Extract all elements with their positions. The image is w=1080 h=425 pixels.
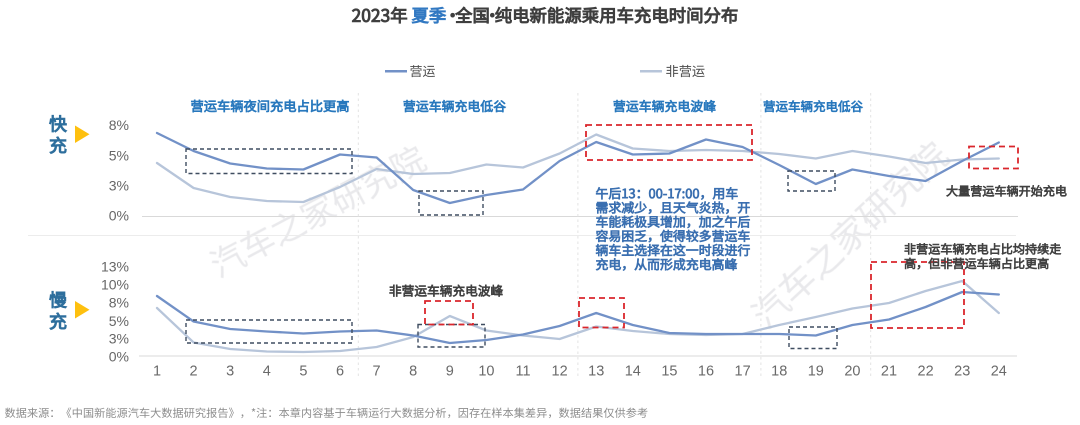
svg-text:16: 16 (698, 364, 714, 380)
svg-text:20: 20 (844, 364, 860, 380)
svg-text:3%: 3% (109, 330, 129, 346)
svg-text:8%: 8% (109, 117, 129, 133)
svg-text:10: 10 (478, 364, 494, 380)
svg-text:6: 6 (336, 364, 344, 380)
svg-text:17: 17 (735, 364, 751, 380)
svg-text:12: 12 (552, 364, 568, 380)
svg-text:9: 9 (446, 364, 454, 380)
svg-text:14: 14 (625, 364, 641, 380)
svg-text:8: 8 (409, 364, 417, 380)
svg-text:23: 23 (954, 364, 970, 380)
svg-text:4: 4 (263, 364, 271, 380)
svg-text:7: 7 (373, 364, 381, 380)
svg-text:1: 1 (153, 364, 161, 380)
svg-text:11: 11 (515, 364, 530, 380)
svg-text:0%: 0% (109, 348, 129, 364)
svg-text:2: 2 (190, 364, 198, 380)
svg-text:5: 5 (299, 364, 307, 380)
svg-text:13: 13 (588, 364, 604, 380)
svg-text:15: 15 (661, 364, 677, 380)
svg-text:8%: 8% (109, 294, 129, 310)
svg-text:0%: 0% (109, 207, 129, 223)
svg-text:19: 19 (808, 364, 824, 380)
svg-text:3%: 3% (109, 177, 129, 193)
svg-text:24: 24 (991, 364, 1007, 380)
svg-text:22: 22 (918, 364, 934, 380)
svg-text:5%: 5% (109, 313, 129, 329)
svg-text:21: 21 (881, 364, 897, 380)
svg-text:3: 3 (226, 364, 234, 380)
svg-text:10%: 10% (101, 276, 129, 292)
svg-text:18: 18 (771, 364, 787, 380)
svg-text:5%: 5% (109, 147, 129, 163)
svg-text:13%: 13% (101, 258, 129, 274)
